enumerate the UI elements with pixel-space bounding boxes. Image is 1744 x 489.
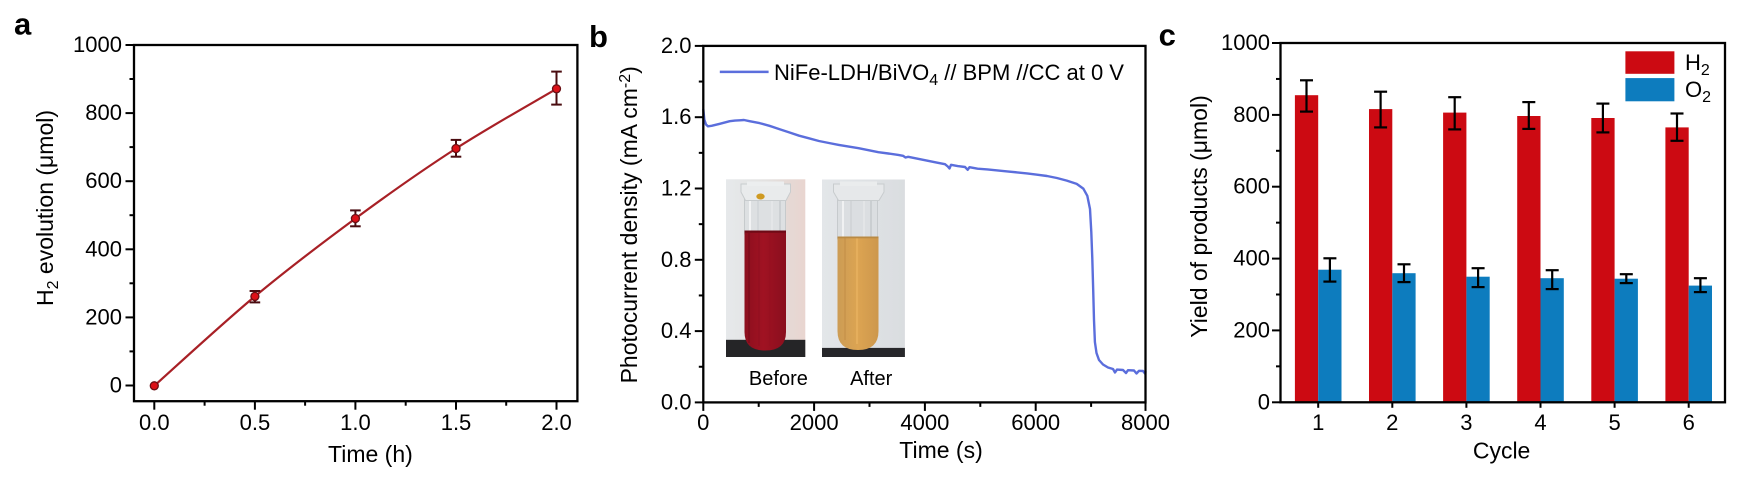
- svg-text:8000: 8000: [1121, 410, 1170, 435]
- svg-text:400: 400: [1233, 246, 1270, 271]
- svg-text:1.6: 1.6: [661, 104, 692, 129]
- svg-text:1: 1: [1312, 410, 1324, 435]
- svg-text:600: 600: [1233, 174, 1270, 199]
- svg-text:1.5: 1.5: [441, 410, 472, 435]
- svg-text:0.0: 0.0: [661, 389, 692, 414]
- svg-text:H2: H2: [1685, 50, 1710, 79]
- svg-text:Time (h): Time (h): [328, 441, 413, 467]
- svg-text:4000: 4000: [900, 410, 949, 435]
- svg-text:200: 200: [85, 304, 122, 329]
- svg-text:3: 3: [1460, 410, 1472, 435]
- svg-text:0: 0: [697, 410, 709, 435]
- svg-text:0.8: 0.8: [661, 247, 692, 272]
- svg-text:2.0: 2.0: [661, 33, 692, 58]
- svg-text:2000: 2000: [790, 410, 839, 435]
- svg-text:Cycle: Cycle: [1473, 438, 1531, 464]
- svg-text:0.5: 0.5: [240, 410, 271, 435]
- svg-text:Time (s): Time (s): [899, 437, 982, 463]
- svg-text:800: 800: [1233, 102, 1270, 127]
- svg-text:0.0: 0.0: [139, 410, 170, 435]
- svg-text:600: 600: [85, 168, 122, 193]
- svg-text:4: 4: [1534, 410, 1546, 435]
- svg-text:b: b: [589, 19, 608, 54]
- svg-text:c: c: [1159, 17, 1176, 52]
- svg-text:a: a: [14, 7, 32, 42]
- svg-text:0.4: 0.4: [661, 318, 692, 343]
- svg-text:1.2: 1.2: [661, 176, 692, 201]
- svg-text:1000: 1000: [73, 32, 122, 57]
- svg-text:1000: 1000: [1221, 30, 1270, 55]
- svg-text:6: 6: [1683, 410, 1695, 435]
- svg-text:O2: O2: [1685, 77, 1711, 106]
- svg-text:0: 0: [1258, 389, 1270, 414]
- svg-text:Before: Before: [749, 368, 808, 390]
- svg-text:NiFe-LDH/BiVO4 // BPM //CC at: NiFe-LDH/BiVO4 // BPM //CC at 0 V: [774, 60, 1124, 89]
- svg-text:2.0: 2.0: [541, 410, 572, 435]
- svg-text:After: After: [850, 368, 893, 390]
- svg-text:0: 0: [110, 373, 122, 398]
- svg-text:H2 evolution (μmol): H2 evolution (μmol): [32, 110, 62, 306]
- svg-text:Photocurrent density (mA cm-2): Photocurrent density (mA cm-2): [616, 66, 642, 383]
- svg-text:200: 200: [1233, 317, 1270, 342]
- svg-text:800: 800: [85, 100, 122, 125]
- svg-text:1.0: 1.0: [340, 410, 371, 435]
- svg-text:Yield of products (μmol): Yield of products (μmol): [1186, 95, 1212, 338]
- svg-text:400: 400: [85, 236, 122, 261]
- svg-text:2: 2: [1386, 410, 1398, 435]
- svg-text:5: 5: [1608, 410, 1620, 435]
- svg-text:6000: 6000: [1011, 410, 1060, 435]
